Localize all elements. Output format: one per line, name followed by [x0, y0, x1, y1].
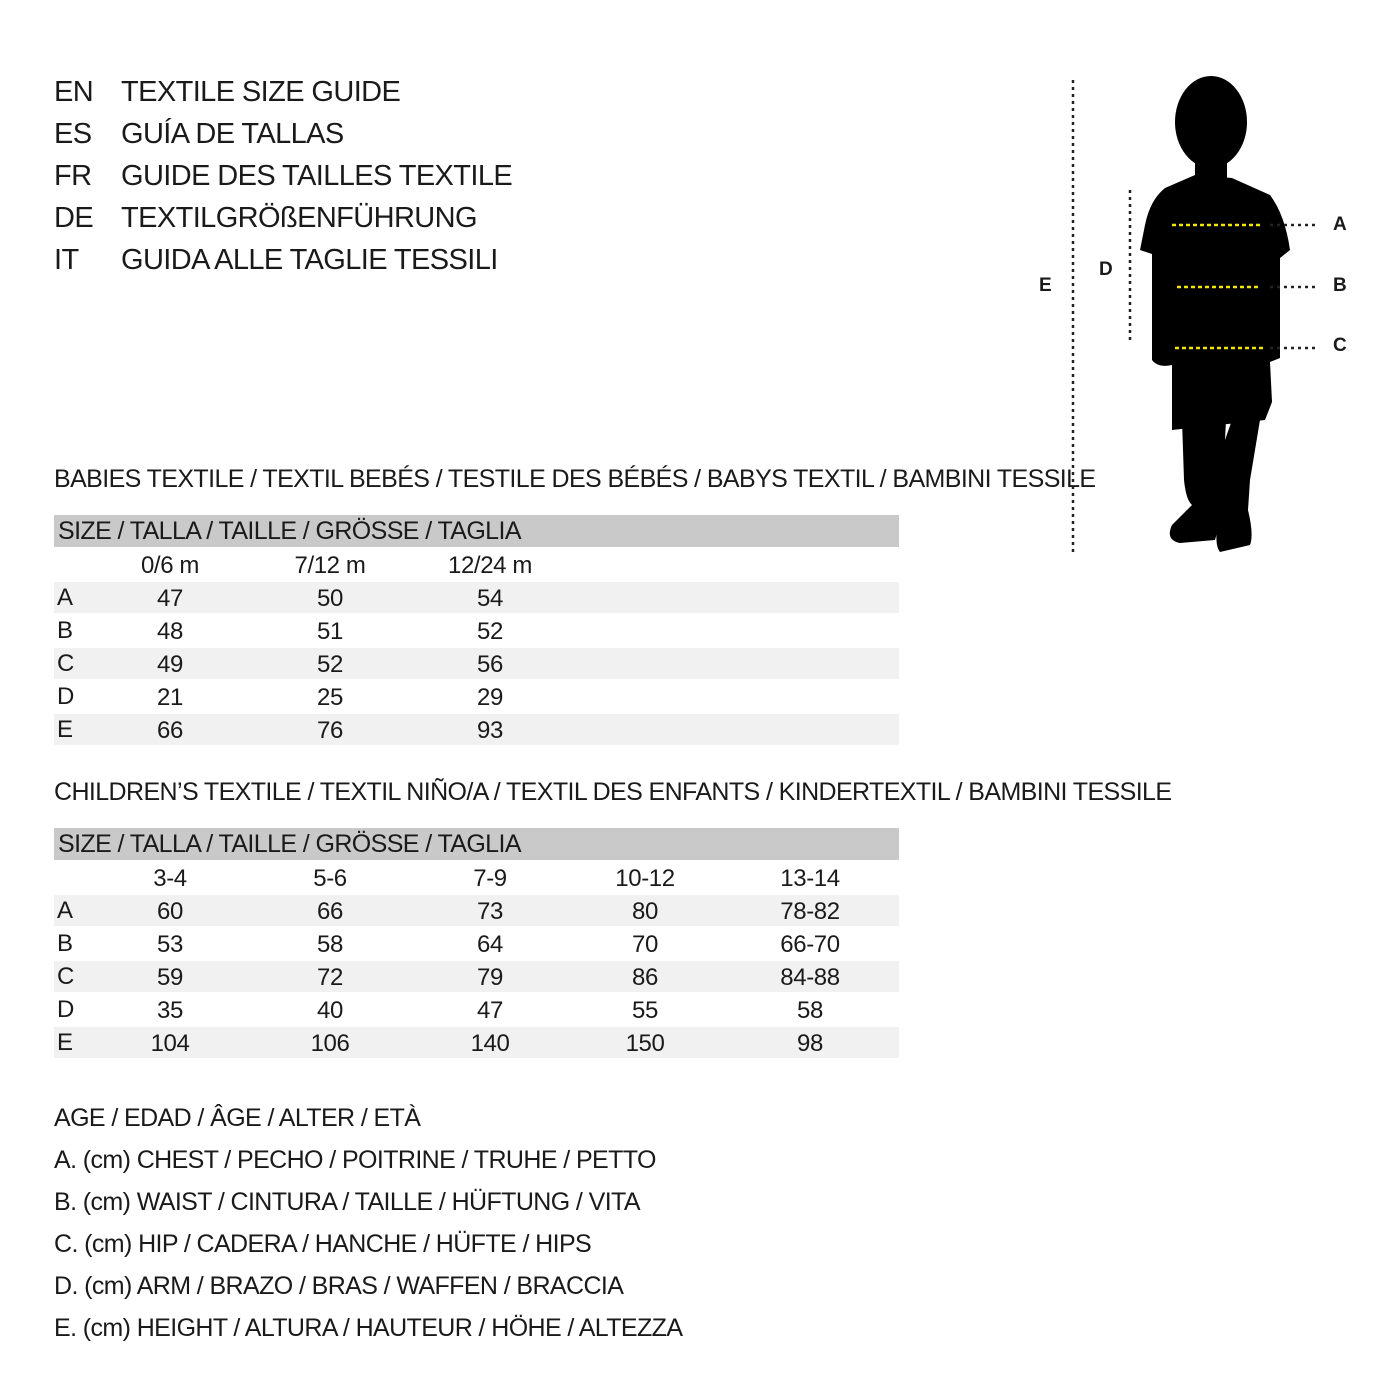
table-cell: 140: [470, 1030, 510, 1057]
table-cell: 52: [317, 651, 343, 678]
child-silhouette: [1071, 76, 1318, 552]
table-cell: 66: [317, 898, 343, 925]
language-code: FR: [54, 160, 92, 192]
table-cell: 50: [317, 585, 343, 612]
table-cell: 29: [477, 684, 503, 711]
silhouette-shape: [1140, 76, 1290, 552]
table-row: E 104 106 140 150 98: [54, 1027, 899, 1058]
table-row: D 21 25 29: [54, 681, 899, 712]
table-cell: 49: [157, 651, 183, 678]
row-label: D: [57, 683, 75, 710]
legend-item: E. (cm) HEIGHT / ALTURA / HAUTEUR / HÖHE…: [54, 1314, 683, 1342]
table-cell: 21: [157, 684, 183, 711]
table-cell: 58: [317, 931, 343, 958]
table-cell: 64: [477, 931, 503, 958]
babies-heading: BABIES TEXTILE / TEXTIL BEBÉS / TESTILE …: [54, 465, 1096, 493]
column-header: 7/12 m: [294, 552, 366, 579]
language-code: DE: [54, 202, 94, 234]
legend-item: B. (cm) WAIST / CINTURA / TAILLE / HÜFTU…: [54, 1188, 641, 1216]
table-cell: 104: [150, 1030, 190, 1057]
title-text: GUIDE DES TAILLES TEXTILE: [121, 160, 513, 192]
table-cell: 59: [157, 964, 183, 991]
legend-item: C. (cm) HIP / CADERA / HANCHE / HÜFTE / …: [54, 1230, 592, 1258]
table-cell: 60: [157, 898, 183, 925]
legend-item: D. (cm) ARM / BRAZO / BRAS / WAFFEN / BR…: [54, 1272, 624, 1300]
column-header-row: 3-4 5-6 7-9 10-12 13-14: [54, 862, 899, 893]
column-header: 0/6 m: [140, 552, 200, 579]
table-cell: 51: [317, 618, 343, 645]
table-cell: 98: [797, 1030, 823, 1057]
row-label: E: [57, 716, 74, 743]
table-cell: 80: [632, 898, 658, 925]
column-header: 13-14: [780, 865, 840, 892]
row-label: C: [57, 963, 75, 990]
column-header: 5-6: [313, 865, 347, 892]
column-header: 3-4: [153, 865, 187, 892]
column-header-row: 0/6 m 7/12 m 12/24 m: [54, 549, 899, 580]
row-label: C: [57, 650, 75, 677]
table-row: B 53 58 64 70 66-70: [54, 928, 899, 959]
row-label: A: [57, 897, 74, 924]
language-code: EN: [54, 76, 94, 108]
table-cell: 70: [632, 931, 658, 958]
table-cell: 56: [477, 651, 503, 678]
language-code: IT: [54, 244, 79, 276]
legend-item: AGE / EDAD / ÂGE / ALTER / ETÀ: [54, 1104, 421, 1132]
table-cell: 48: [157, 618, 183, 645]
children-heading: CHILDREN’S TEXTILE / TEXTIL NIÑO/A / TEX…: [54, 778, 1172, 806]
table-cell: 66: [157, 717, 183, 744]
row-label: E: [57, 1029, 74, 1056]
table-cell: 72: [317, 964, 343, 991]
table-cell: 76: [317, 717, 343, 744]
table-cell: 78-82: [780, 898, 840, 925]
table-cell: 84-88: [780, 964, 840, 991]
table-cell: 58: [797, 997, 823, 1024]
table-cell: 55: [632, 997, 658, 1024]
column-header: 7-9: [473, 865, 507, 892]
table-cell: 93: [477, 717, 503, 744]
table-cell: 66-70: [780, 931, 840, 958]
legend-item: A. (cm) CHEST / PECHO / POITRINE / TRUHE…: [54, 1146, 656, 1174]
label-a: A: [1333, 214, 1347, 235]
column-header: 10-12: [615, 865, 675, 892]
table-cell: 47: [157, 585, 183, 612]
table-row: C 59 72 79 86 84-88: [54, 961, 899, 992]
babies-size-header: SIZE / TALLA / TAILLE / GRÖSSE / TAGLIA: [54, 515, 899, 547]
title-text: GUÍA DE TALLAS: [121, 118, 344, 150]
label-b: B: [1333, 275, 1347, 296]
row-label: B: [57, 617, 74, 644]
language-code: ES: [54, 118, 92, 150]
table-cell: 79: [477, 964, 503, 991]
size-header-text: SIZE / TALLA / TAILLE / GRÖSSE / TAGLIA: [58, 830, 522, 858]
children-size-header: SIZE / TALLA / TAILLE / GRÖSSE / TAGLIA: [54, 828, 899, 860]
title-text: TEXTILE SIZE GUIDE: [121, 76, 401, 108]
row-label: A: [57, 584, 74, 611]
table-row: A 47 50 54: [54, 582, 899, 613]
table-cell: 40: [317, 997, 343, 1024]
table-row: E 66 76 93: [54, 714, 899, 745]
table-row: B 48 51 52: [54, 615, 899, 646]
label-d: D: [1099, 259, 1113, 280]
label-c: C: [1333, 335, 1347, 356]
table-cell: 47: [477, 997, 503, 1024]
table-row: A 60 66 73 80 78-82: [54, 895, 899, 926]
table-cell: 106: [310, 1030, 350, 1057]
table-cell: 150: [625, 1030, 665, 1057]
table-cell: 25: [317, 684, 343, 711]
table-cell: 86: [632, 964, 658, 991]
table-cell: 73: [477, 898, 503, 925]
row-label: D: [57, 996, 75, 1023]
column-header: 12/24 m: [448, 552, 532, 579]
table-row: D 35 40 47 55 58: [54, 994, 899, 1025]
title-text: TEXTILGRÖßENFÜHRUNG: [121, 202, 478, 234]
title-text: GUIDA ALLE TAGLIE TESSILI: [121, 244, 498, 276]
table-cell: 53: [157, 931, 183, 958]
table-row: C 49 52 56: [54, 648, 899, 679]
row-label: B: [57, 930, 74, 957]
size-header-text: SIZE / TALLA / TAILLE / GRÖSSE / TAGLIA: [58, 517, 522, 545]
label-e: E: [1039, 275, 1052, 296]
table-cell: 52: [477, 618, 503, 645]
table-cell: 54: [477, 585, 503, 612]
table-cell: 35: [157, 997, 183, 1024]
